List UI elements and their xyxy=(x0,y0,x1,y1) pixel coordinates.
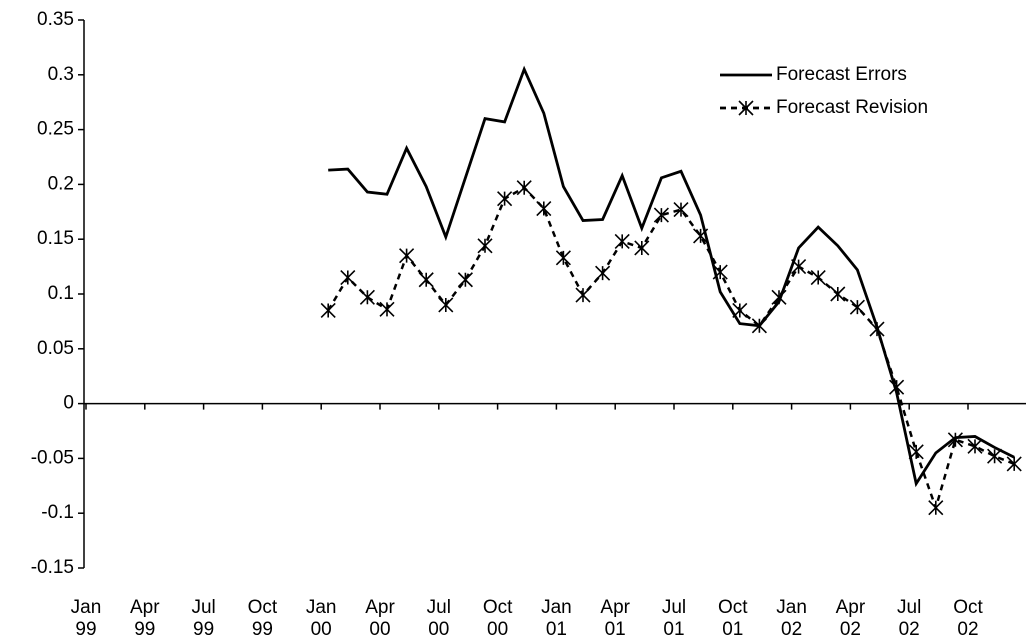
marker xyxy=(947,432,963,448)
marker xyxy=(673,202,689,218)
marker xyxy=(399,248,415,264)
x-tick-label: Jul 99 xyxy=(191,597,216,640)
x-tick-label: Apr 99 xyxy=(130,597,160,640)
marker xyxy=(1006,456,1022,472)
x-tick-label: Jan 01 xyxy=(541,597,572,640)
marker xyxy=(693,228,709,244)
x-tick-label: Jul 01 xyxy=(661,597,687,640)
marker xyxy=(908,444,924,460)
marker xyxy=(614,233,630,249)
marker xyxy=(555,250,571,266)
marker xyxy=(732,302,748,319)
marker xyxy=(653,207,669,223)
x-tick-label: Apr 00 xyxy=(365,597,395,640)
x-tick-label: Jan 00 xyxy=(305,597,337,640)
y-tick-label: 0.3 xyxy=(48,64,74,85)
marker xyxy=(457,272,473,288)
marker xyxy=(771,289,787,305)
marker xyxy=(967,438,983,454)
y-tick-label: -0.15 xyxy=(31,557,74,578)
x-tick-label: Apr 01 xyxy=(600,597,630,640)
marker xyxy=(928,500,944,516)
x-tick-label: Oct 01 xyxy=(718,597,748,640)
marker xyxy=(869,321,885,337)
marker xyxy=(418,272,434,288)
x-tick-label: Jul 02 xyxy=(897,597,922,640)
marker xyxy=(516,180,532,196)
y-tick-label: -0.1 xyxy=(41,502,74,523)
marker xyxy=(379,301,395,317)
marker xyxy=(889,379,905,395)
x-tick-label: Jan 02 xyxy=(776,597,807,640)
x-tick-label: Oct 99 xyxy=(247,597,278,640)
marker xyxy=(497,191,513,207)
y-tick-label: 0 xyxy=(63,393,74,414)
marker xyxy=(634,240,650,256)
marker xyxy=(359,289,375,305)
marker xyxy=(987,448,1003,464)
marker xyxy=(810,269,826,286)
legend-marker xyxy=(738,100,754,116)
marker xyxy=(438,297,454,313)
marker xyxy=(340,269,356,286)
marker xyxy=(536,200,552,217)
x-tick-label: Jan 99 xyxy=(70,597,102,640)
y-tick-label: 0.1 xyxy=(48,283,74,304)
marker xyxy=(830,286,846,302)
marker xyxy=(712,264,728,280)
y-tick-label: 0.05 xyxy=(37,338,74,359)
marker xyxy=(791,259,807,275)
marker xyxy=(751,318,767,334)
marker xyxy=(575,287,591,303)
x-tick-label: Oct 00 xyxy=(482,597,513,640)
x-tick-label: Apr 02 xyxy=(835,597,866,640)
series-line xyxy=(328,65,1015,488)
x-tick-label: Jul 00 xyxy=(426,597,451,640)
marker xyxy=(477,238,493,254)
x-tick-label: Oct 02 xyxy=(953,597,983,640)
marker xyxy=(320,302,336,319)
y-tick-label: 0.25 xyxy=(37,119,74,140)
y-tick-label: 0.15 xyxy=(37,228,74,249)
marker xyxy=(595,265,611,281)
y-tick-label: 0.35 xyxy=(37,9,74,30)
marker xyxy=(849,299,865,315)
legend-label: Forecast Errors xyxy=(776,64,907,85)
legend-label: Forecast Revision xyxy=(776,97,928,118)
y-tick-label: -0.05 xyxy=(31,447,74,468)
y-tick-label: 0.2 xyxy=(48,173,74,194)
